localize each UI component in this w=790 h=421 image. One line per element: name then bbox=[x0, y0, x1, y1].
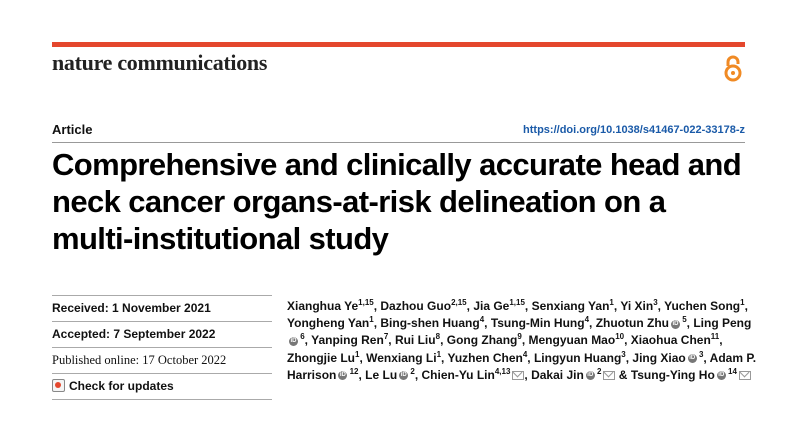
orcid-icon[interactable]: iD bbox=[687, 353, 697, 363]
author-affiliation: 2 bbox=[408, 366, 415, 376]
author-affiliation: 3 bbox=[621, 349, 626, 359]
check-updates-button[interactable]: Check for updates bbox=[52, 373, 272, 400]
orcid-icon[interactable]: iD bbox=[338, 371, 348, 381]
author-name[interactable]: Le Lu bbox=[365, 367, 398, 382]
author-name[interactable]: Dakai Jin bbox=[531, 367, 584, 382]
author-affiliation: 9 bbox=[517, 332, 522, 342]
author-affiliation: 2,15 bbox=[451, 298, 467, 307]
accepted-date: Accepted: 7 September 2022 bbox=[52, 321, 272, 347]
author-affiliation: 8 bbox=[435, 332, 441, 342]
check-updates-icon bbox=[52, 379, 65, 393]
email-icon[interactable] bbox=[512, 371, 525, 381]
publication-history: Received: 1 November 2021 Accepted: 7 Se… bbox=[52, 295, 272, 400]
orcid-icon[interactable]: iD bbox=[716, 371, 726, 381]
author-affiliation: 10 bbox=[615, 332, 625, 342]
author-name[interactable]: Bing-shen Huang bbox=[380, 316, 480, 331]
article-title: Comprehensive and clinically accurate he… bbox=[52, 147, 742, 256]
author-affiliation: 12 bbox=[347, 366, 359, 376]
author-name[interactable]: Mengyuan Mao bbox=[528, 333, 616, 348]
author-affiliation: 11 bbox=[710, 332, 720, 342]
author-affiliation: 1,15 bbox=[509, 298, 525, 307]
author-affiliation: 1,15 bbox=[358, 298, 374, 307]
author-name[interactable]: Adam P. Harrison bbox=[287, 350, 757, 382]
author-affiliation: 3 bbox=[696, 349, 704, 359]
orcid-icon[interactable]: iD bbox=[289, 336, 298, 346]
author-affiliation: 4 bbox=[522, 349, 528, 359]
author-affiliation: 1 bbox=[609, 298, 614, 307]
orcid-icon[interactable]: iD bbox=[585, 371, 595, 381]
author-name[interactable]: Zhuotun Zhu bbox=[595, 316, 669, 331]
author-affiliation: 4 bbox=[584, 315, 590, 325]
author-name[interactable]: Yuzhen Chen bbox=[447, 350, 523, 365]
author-affiliation: 3 bbox=[653, 298, 658, 307]
author-name[interactable]: Lingyun Huang bbox=[533, 350, 622, 365]
open-access-icon bbox=[724, 55, 742, 82]
author-affiliation: 5 bbox=[680, 315, 687, 325]
journal-name: nature communications bbox=[52, 50, 268, 75]
author-name[interactable]: Yongheng Yan bbox=[287, 316, 370, 331]
author-name[interactable]: Zhongjie Lu bbox=[287, 350, 355, 365]
doi-link[interactable]: https://doi.org/10.1038/s41467-022-33178… bbox=[523, 124, 745, 136]
author-name[interactable]: Jia Ge bbox=[473, 299, 510, 313]
author-name[interactable]: Chien-Yu Lin bbox=[421, 367, 495, 382]
header-divider bbox=[52, 142, 745, 143]
author-name[interactable]: Rui Liu bbox=[394, 333, 436, 348]
author-name[interactable]: Yuchen Song bbox=[664, 299, 741, 313]
author-name[interactable]: Yi Xin bbox=[620, 299, 654, 313]
article-type-label: Article bbox=[52, 122, 93, 137]
author-affiliation: 2 bbox=[594, 366, 602, 376]
author-list: Xianghua Ye1,15, Dazhou Guo2,15, Jia Ge1… bbox=[287, 298, 757, 382]
received-date: Received: 1 November 2021 bbox=[52, 295, 272, 321]
author-name[interactable]: Wenxiang Li bbox=[366, 350, 437, 365]
author-name[interactable]: Senxiang Yan bbox=[531, 299, 610, 313]
author-affiliation: 4 bbox=[479, 315, 485, 325]
email-icon[interactable] bbox=[603, 371, 616, 381]
author-name[interactable]: Xiaohua Chen bbox=[630, 333, 711, 348]
author-affiliation: 14 bbox=[725, 366, 737, 376]
author-affiliation: 1 bbox=[740, 298, 745, 307]
orcid-icon[interactable]: iD bbox=[671, 319, 680, 329]
journal-header-bar bbox=[52, 42, 745, 47]
author-affiliation: 1 bbox=[436, 349, 442, 359]
author-affiliation: 7 bbox=[383, 332, 389, 342]
author-affiliation: 4,13 bbox=[494, 366, 511, 376]
orcid-icon[interactable]: iD bbox=[399, 371, 409, 381]
author-name[interactable]: Jing Xiao bbox=[632, 350, 686, 365]
author-name[interactable]: Tsung-Ying Ho bbox=[630, 367, 715, 382]
published-date: Published online: 17 October 2022 bbox=[52, 347, 272, 373]
author-affiliation: 1 bbox=[355, 349, 360, 359]
author-name[interactable]: Ling Peng bbox=[693, 316, 752, 331]
email-icon[interactable] bbox=[738, 371, 751, 381]
author-name[interactable]: Gong Zhang bbox=[446, 333, 518, 348]
author-name[interactable]: Tsung-Min Hung bbox=[490, 316, 585, 331]
check-updates-label: Check for updates bbox=[69, 379, 174, 393]
author-name[interactable]: Yanping Ren bbox=[311, 333, 384, 348]
author-name[interactable]: Xianghua Ye bbox=[287, 299, 359, 313]
author-name[interactable]: Dazhou Guo bbox=[380, 299, 452, 313]
author-affiliation: 1 bbox=[369, 315, 374, 325]
author-affiliation: 6 bbox=[298, 332, 305, 342]
